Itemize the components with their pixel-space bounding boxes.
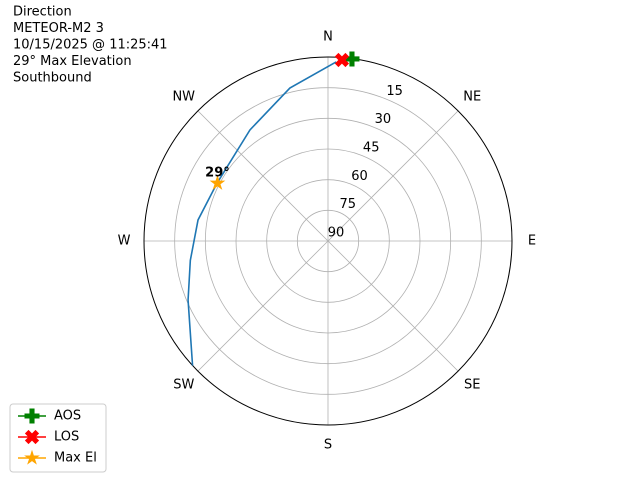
legend-label: AOS [54,409,81,424]
legend-marker [24,449,40,465]
r-tick-label: 90 [328,226,345,241]
theta-tick-label: SE [464,378,480,393]
theta-tick-label: NE [463,89,481,104]
theta-tick-label: S [324,438,332,453]
r-tick-label: 15 [386,84,403,99]
title-line: METEOR-M2 3 [13,21,104,36]
r-tick-label: 60 [351,169,368,184]
grid-spoke [197,240,329,372]
marker-x [334,52,350,68]
polar-spine [143,56,513,426]
grid-spoke [327,110,459,242]
theta-tick-label: N [323,30,333,45]
title-line: 29° Max Elevation [13,54,132,69]
marker-plus [344,51,360,67]
legend-label: LOS [54,430,79,445]
title-line: Direction [13,5,72,20]
theta-tick-label: W [118,234,131,249]
r-tick-label: 75 [339,197,356,212]
theta-tick-label: E [528,234,536,249]
grid-spoke [327,240,459,372]
title-line: Southbound [13,71,92,86]
legend-label: Max El [54,451,97,466]
track-line [187,61,337,366]
legend-marker [24,429,40,445]
grid-spoke [197,110,329,242]
r-tick-label: 30 [375,112,392,127]
theta-tick-label: SW [173,378,194,393]
r-tick-label: 45 [363,141,380,156]
title-line: 10/15/2025 @ 11:25:41 [13,38,168,53]
theta-tick-label: NW [172,89,195,104]
legend-marker [24,408,40,424]
value-label: 29° [205,166,230,181]
marker-star [209,174,226,190]
